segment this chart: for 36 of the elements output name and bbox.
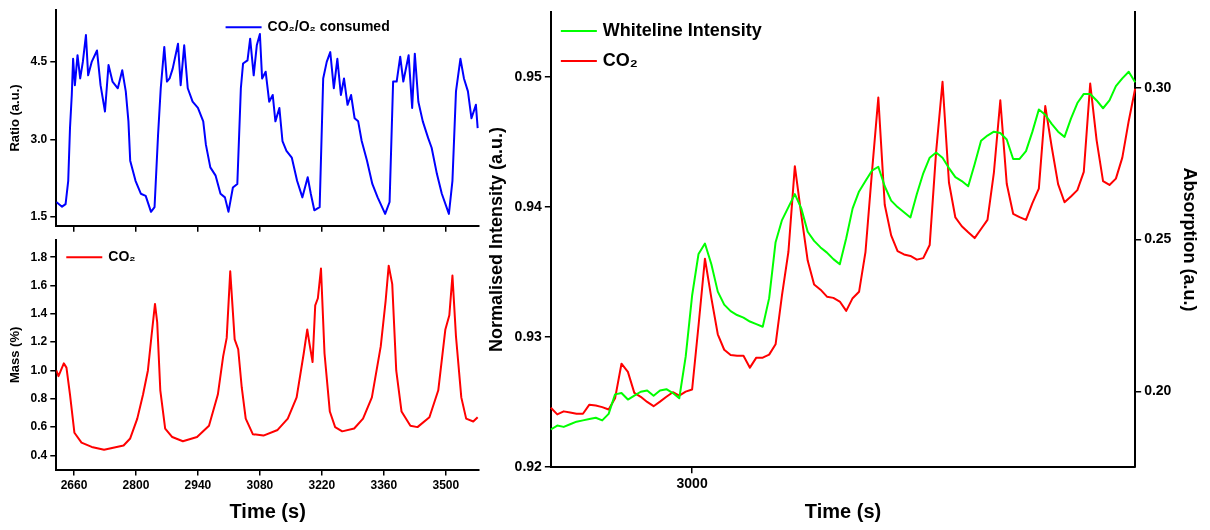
- x-tick-label: 3360: [370, 478, 398, 493]
- y-tick-label: 0.4: [30, 447, 48, 462]
- x-tick-label: 3220: [308, 478, 336, 493]
- y-tick-label: 4.5: [30, 54, 48, 69]
- x-tick-label: 3080: [246, 478, 274, 493]
- y-tick-label: 0.8: [30, 391, 48, 406]
- y-tick-label: 3.0: [30, 131, 48, 146]
- x-axis-title: Time (s): [804, 499, 882, 522]
- x-tick-label: 3000: [676, 475, 708, 492]
- y-axis-title: Ratio (a.u.): [7, 84, 23, 152]
- y-axis-title: Mass (%): [7, 326, 23, 384]
- y2-tick-label: 0.25: [1144, 230, 1172, 247]
- legend-label: CO₂/O₂ consumed: [267, 18, 390, 35]
- y2-tick-label: 0.20: [1144, 382, 1172, 399]
- y-axis-title: Normalised Intensity (a.u.): [485, 127, 506, 353]
- x-tick-label: 2800: [122, 478, 150, 493]
- y-tick-label: 1.5: [30, 209, 48, 224]
- y-tick-label: 0.93: [514, 328, 543, 344]
- y-tick-label: 0.94: [514, 197, 543, 214]
- x-tick-label: 3500: [432, 478, 460, 493]
- y-tick-label: 1.6: [30, 277, 48, 292]
- y-tick-label: 1.8: [30, 249, 48, 264]
- x-tick-label: 2660: [60, 478, 88, 493]
- y-tick-label: 1.2: [30, 334, 48, 349]
- legend-label: Whiteline Intensity: [602, 19, 762, 40]
- y-tick-label: 0.92: [514, 458, 543, 475]
- legend-label: CO₂: [108, 248, 136, 265]
- y-tick-label: 0.6: [30, 419, 48, 434]
- y-tick-label: 1.4: [30, 306, 48, 321]
- x-tick-label: 2940: [184, 478, 212, 493]
- x-axis-title: Time (s): [229, 499, 306, 522]
- y2-axis-title: Absorption (a.u.): [1180, 167, 1201, 312]
- y2-tick-label: 0.30: [1144, 78, 1172, 95]
- y-tick-label: 0.95: [514, 67, 543, 84]
- y-tick-label: 1.0: [30, 362, 48, 377]
- legend-label: CO₂: [602, 49, 638, 70]
